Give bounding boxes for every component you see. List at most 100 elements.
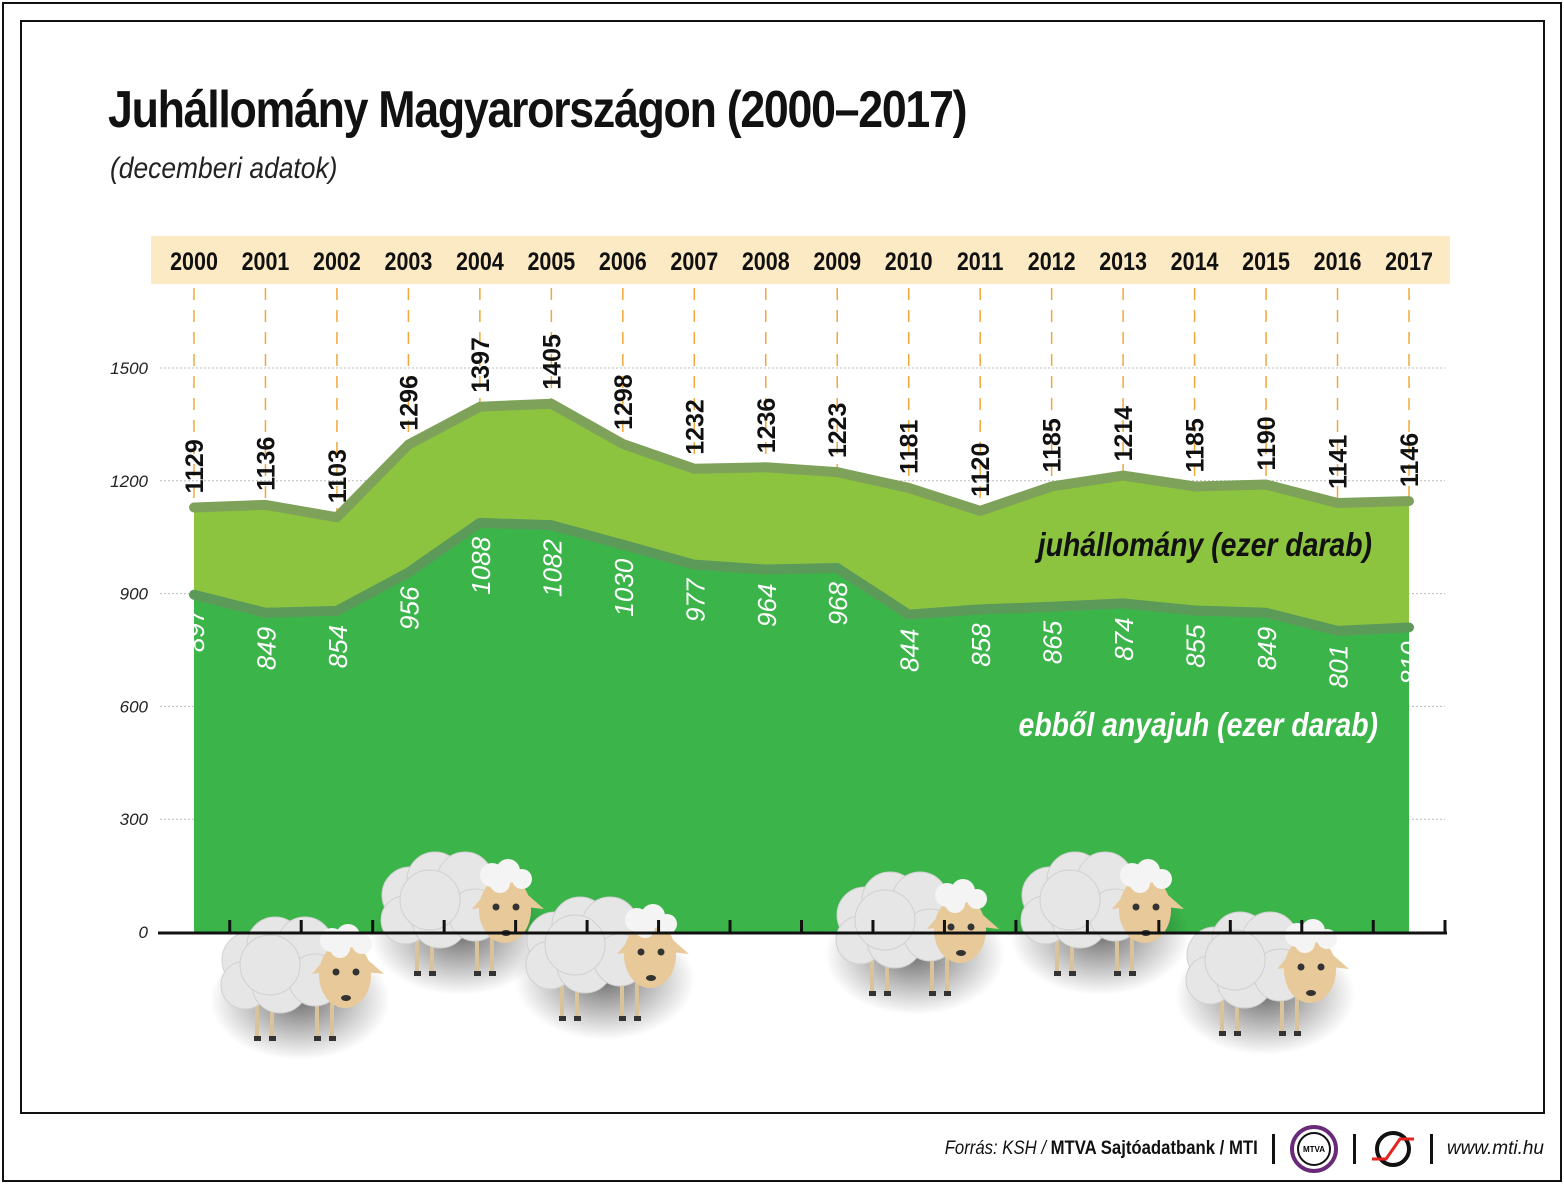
sheep-leg (1295, 985, 1299, 1033)
sheep-hoof (1054, 971, 1061, 976)
sheep-eye (352, 968, 360, 976)
sheep-illustration (1175, 911, 1355, 1055)
sheep-hoof (329, 1036, 336, 1041)
sheep-hoof (254, 1036, 261, 1041)
year-band (151, 236, 1450, 284)
series-label-total: juhállomány (ezer darab) (1034, 526, 1372, 564)
total-data-label: 1405 (538, 334, 566, 390)
sheep-ear (981, 915, 999, 929)
ewe-data-label: 977 (680, 577, 710, 622)
ewe-data-label: 956 (394, 586, 424, 630)
sheep-ear (472, 895, 488, 909)
sheep-wool (1130, 873, 1150, 893)
ewe-data-label: 964 (752, 584, 782, 627)
sheep-wool (1204, 929, 1266, 991)
sheep-hoof (489, 971, 496, 976)
sheep-eye (332, 968, 340, 976)
sheep-leg (635, 970, 639, 1018)
total-line (189, 398, 1414, 523)
sheep-eye (967, 923, 975, 931)
sheep-eye (657, 948, 665, 956)
ewe-data-label: 897 (180, 607, 210, 652)
sheep-hoof (634, 1016, 641, 1021)
total-data-label: 1185 (1182, 418, 1210, 472)
chart-subtitle: (decemberi adatok) (110, 152, 338, 185)
x-tick-label: 2014 (1171, 247, 1219, 275)
total-data-label: 1141 (1325, 435, 1353, 489)
sheep-wool (1152, 869, 1172, 889)
x-tick-label: 2007 (670, 247, 718, 275)
x-tick-label: 2004 (456, 247, 504, 275)
sheep-eye (492, 903, 500, 911)
sheep-ear (312, 960, 328, 974)
ewe-data-label: 810 (1395, 641, 1425, 685)
sheep-head (319, 942, 371, 1008)
sheep-eye (1132, 903, 1140, 911)
total-data-label: 1120 (967, 443, 995, 497)
sheep-hoof (269, 1036, 276, 1041)
sheep-hoof (474, 971, 481, 976)
sheep-eye (512, 903, 520, 911)
total-data-label: 1185 (1039, 418, 1067, 472)
sheep-ear (1166, 895, 1184, 909)
ewe-data-label: 1082 (537, 539, 567, 597)
sheep-wool (635, 918, 655, 938)
sheep-leg (255, 990, 259, 1038)
y-tick-label: 0 (139, 923, 149, 942)
x-tick-label: 2001 (242, 247, 290, 275)
x-tick-label: 2015 (1242, 247, 1290, 275)
sheep-leg (490, 925, 494, 973)
sheep-ear (526, 895, 544, 909)
y-tick-label: 1500 (110, 359, 148, 378)
sheep-hoof (414, 971, 421, 976)
x-tick-label: 2008 (742, 247, 790, 275)
sheep-ear (927, 915, 943, 929)
sheep-leg (270, 990, 274, 1038)
x-tick-label: 2017 (1385, 247, 1433, 275)
sheep-eye (637, 948, 645, 956)
ewe-data-label: 849 (1252, 627, 1282, 670)
sheep-eye (1152, 903, 1160, 911)
sheep-head (1284, 937, 1336, 1003)
ewe-data-label: 858 (966, 623, 996, 667)
divider (1429, 1134, 1433, 1164)
x-tick-label: 2012 (1028, 247, 1076, 275)
sheep-wool (1039, 869, 1101, 931)
sheep-leg (1070, 925, 1074, 973)
ewe-data-label: 874 (1109, 617, 1139, 660)
sheep-head (479, 877, 531, 943)
sheep-hoof (884, 991, 891, 996)
ewe-data-label: 1030 (609, 558, 639, 616)
sheep-eye (947, 923, 955, 931)
sheep-hoof (1279, 1031, 1286, 1036)
sheep-wool (239, 934, 301, 996)
total-data-label: 1236 (753, 398, 781, 454)
sheep-leg (885, 945, 889, 993)
chart-title: Juhállomány Magyarországon (2000–2017) (108, 81, 967, 139)
sheep-leg (430, 925, 434, 973)
ewe-line (189, 517, 1414, 636)
total-data-label: 1129 (181, 439, 209, 493)
ewe-data-label: 968 (823, 582, 853, 626)
total-data-label: 1232 (681, 399, 709, 455)
sheep-hoof (869, 991, 876, 996)
ewe-data-label: 849 (251, 627, 281, 670)
total-data-label: 1146 (1396, 433, 1424, 487)
sheep-ear (1277, 955, 1293, 969)
sheep-wool (330, 938, 350, 958)
sheep-nose (1306, 990, 1316, 996)
sheep-leg (945, 945, 949, 993)
sheep-wool (854, 889, 916, 951)
sheep-hoof (574, 1016, 581, 1021)
y-tick-label: 900 (120, 585, 149, 604)
sheep-hoof (1114, 971, 1121, 976)
source-text: Forrás: KSH / MTVA Sajtóadatbank / MTI (944, 1138, 1258, 1159)
website-link[interactable]: www.mti.hu (1446, 1138, 1544, 1159)
y-tick-label: 300 (120, 810, 149, 829)
sheep-hoof (314, 1036, 321, 1041)
sheep-leg (1280, 985, 1284, 1033)
ewe-area (194, 522, 1409, 932)
mti-logo-icon (1371, 1131, 1414, 1167)
